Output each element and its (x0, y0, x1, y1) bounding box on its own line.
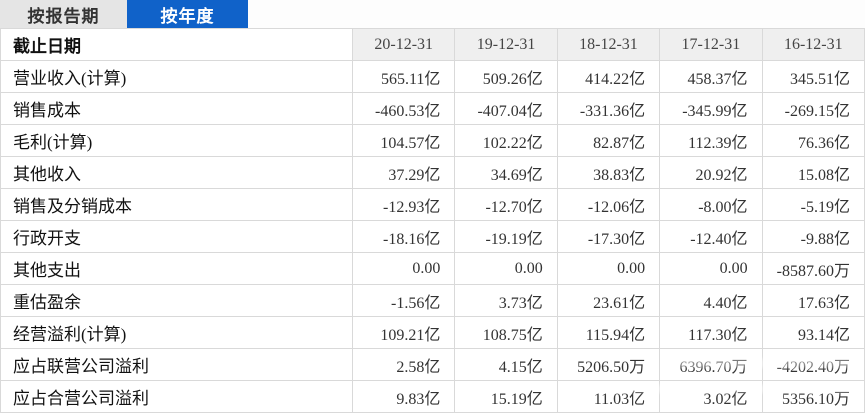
cell-value: 38.83亿 (556, 156, 661, 189)
cell-value: -345.99亿 (659, 92, 763, 125)
table-row: 其他支出 0.00 0.00 0.00 0.00 -8587.60万 (0, 252, 865, 285)
row-label: 重估盈余 (0, 284, 353, 317)
cell-value: -5.19亿 (761, 188, 865, 221)
cell-value: 565.11亿 (351, 60, 456, 93)
cell-value: -8587.60万 (761, 252, 865, 285)
row-label: 行政开支 (0, 220, 353, 253)
cell-value: -18.16亿 (351, 220, 456, 253)
row-label: 毛利(计算) (0, 124, 353, 157)
table-row: 经营溢利(计算) 109.21亿 108.75亿 115.94亿 117.30亿 93.1… (0, 316, 865, 349)
date-column-header: 18-12-31 (556, 28, 661, 61)
table-row: 销售成本 -460.53亿 -407.04亿 -331.36亿 -345.99亿 -269… (0, 92, 865, 125)
cell-value: 37.29亿 (351, 156, 456, 189)
cell-value: 6396.70万 (659, 348, 763, 381)
cell-value: 5356.10万 (761, 380, 865, 413)
cell-value: 458.37亿 (659, 60, 763, 93)
cell-value: -407.04亿 (454, 92, 558, 125)
cell-value: 4.15亿 (454, 348, 558, 381)
table-body: 营业收入(计算) 565.11亿 509.26亿 414.22亿 458.37亿 345.… (0, 60, 865, 413)
table-row: 应占联营公司溢利 2.58亿 4.15亿 5206.50万 6396.70万 -4202.… (0, 348, 865, 381)
cell-value: -4202.40万 (761, 348, 865, 381)
tabbar-spacer (248, 0, 865, 28)
cell-value: -12.93亿 (351, 188, 456, 221)
cell-value: 3.73亿 (454, 284, 558, 317)
cell-value: -12.06亿 (556, 188, 661, 221)
cell-value: -17.30亿 (556, 220, 661, 253)
cell-value: 15.19亿 (454, 380, 558, 413)
cell-value: -269.15亿 (761, 92, 865, 125)
cell-value: 414.22亿 (556, 60, 661, 93)
cell-value: 15.08亿 (761, 156, 865, 189)
cell-value: 0.00 (659, 252, 763, 285)
table-row: 毛利(计算) 104.57亿 102.22亿 82.87亿 112.39亿 76.36亿 (0, 124, 865, 157)
cell-value: 0.00 (556, 252, 661, 285)
cell-value: -12.40亿 (659, 220, 763, 253)
cell-value: -19.19亿 (454, 220, 558, 253)
table-row: 应占合营公司溢利 9.83亿 15.19亿 11.03亿 3.02亿 5356.10万 (0, 380, 865, 413)
cell-value: -8.00亿 (659, 188, 763, 221)
row-label: 其他支出 (0, 252, 353, 285)
date-column-header: 17-12-31 (659, 28, 763, 61)
table-header-row: 截止日期 20-12-31 19-12-31 18-12-31 17-12-31 16-… (0, 28, 865, 61)
cell-value: -12.70亿 (454, 188, 558, 221)
cell-value: 117.30亿 (659, 316, 763, 349)
row-label: 销售成本 (0, 92, 353, 125)
cell-value: 20.92亿 (659, 156, 763, 189)
table-row: 行政开支 -18.16亿 -19.19亿 -17.30亿 -12.40亿 -9.88亿 (0, 220, 865, 253)
table-row: 营业收入(计算) 565.11亿 509.26亿 414.22亿 458.37亿 345.… (0, 60, 865, 93)
cell-value: -460.53亿 (351, 92, 456, 125)
row-label: 应占合营公司溢利 (0, 380, 353, 413)
cell-value: 115.94亿 (556, 316, 661, 349)
period-tabbar: 按报告期 按年度 (0, 0, 865, 28)
cell-value: 112.39亿 (659, 124, 763, 157)
table-row: 其他收入 37.29亿 34.69亿 38.83亿 20.92亿 15.08亿 (0, 156, 865, 189)
cell-value: 3.02亿 (659, 380, 763, 413)
cell-value: 93.14亿 (761, 316, 865, 349)
cell-value: 509.26亿 (454, 60, 558, 93)
cell-value: 102.22亿 (454, 124, 558, 157)
cell-value: 82.87亿 (556, 124, 661, 157)
row-label: 销售及分销成本 (0, 188, 353, 221)
income-statement-table: 截止日期 20-12-31 19-12-31 18-12-31 17-12-31 16-… (0, 28, 865, 413)
table-row: 重估盈余 -1.56亿 3.73亿 23.61亿 4.40亿 17.63亿 (0, 284, 865, 317)
date-column-header: 20-12-31 (351, 28, 456, 61)
cell-value: -331.36亿 (556, 92, 661, 125)
date-column-header: 19-12-31 (454, 28, 558, 61)
row-label: 应占联营公司溢利 (0, 348, 353, 381)
cell-value: 23.61亿 (556, 284, 661, 317)
cell-value: 0.00 (454, 252, 558, 285)
cell-value: 0.00 (351, 252, 456, 285)
cell-value: 109.21亿 (351, 316, 456, 349)
cell-value: 17.63亿 (761, 284, 865, 317)
table-row: 销售及分销成本 -12.93亿 -12.70亿 -12.06亿 -8.00亿 -5.19亿 (0, 188, 865, 221)
cell-value: 76.36亿 (761, 124, 865, 157)
cell-value: 9.83亿 (351, 380, 456, 413)
row-label: 经营溢利(计算) (0, 316, 353, 349)
cell-value: 34.69亿 (454, 156, 558, 189)
cell-value: 345.51亿 (761, 60, 865, 93)
row-label: 营业收入(计算) (0, 60, 353, 93)
cell-value: 11.03亿 (556, 380, 661, 413)
cell-value: 2.58亿 (351, 348, 456, 381)
cell-value: -1.56亿 (351, 284, 456, 317)
row-label: 其他收入 (0, 156, 353, 189)
cell-value: 104.57亿 (351, 124, 456, 157)
tab-by-report-period[interactable]: 按报告期 (0, 0, 127, 28)
cell-value: 108.75亿 (454, 316, 558, 349)
date-column-header: 16-12-31 (761, 28, 865, 61)
cell-value: -9.88亿 (761, 220, 865, 253)
cell-value: 5206.50万 (556, 348, 661, 381)
cell-value: 4.40亿 (659, 284, 763, 317)
end-date-header: 截止日期 (0, 28, 353, 61)
tab-by-year[interactable]: 按年度 (127, 0, 248, 28)
